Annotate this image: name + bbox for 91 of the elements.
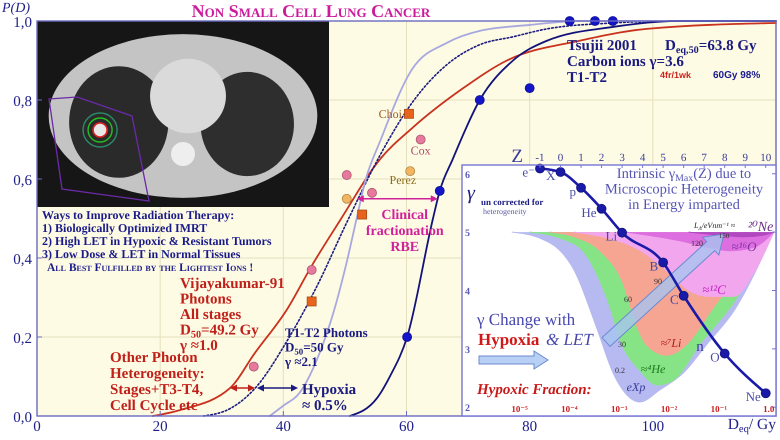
- y-tick-label: 0,8: [13, 94, 32, 110]
- x2-tick-label: 0: [558, 152, 564, 164]
- y-tick-label: 3: [465, 344, 470, 356]
- annotation: Perez: [390, 173, 416, 188]
- point: [342, 194, 352, 204]
- annotation: Vijayakumar-91 Photons All stages D$_{50}$=49.2 Gy γ ≈1.0: [179, 276, 285, 354]
- x2-tick-label: 10: [760, 152, 772, 164]
- annotation: eXp: [626, 380, 646, 394]
- y-tick-label: 0,2: [13, 331, 32, 347]
- x2-tick-label: 5: [660, 152, 666, 164]
- annotation: ≈¹⁶O: [732, 239, 758, 254]
- data-label: O: [710, 350, 720, 365]
- x-tick-label: 1.0: [763, 404, 775, 414]
- x2-tick-label: 2: [598, 152, 604, 164]
- data-label: e⁻: [522, 164, 535, 180]
- annotation: T1-T2 Photons D$_{50}$=50 Gy γ ≈2.1: [284, 325, 368, 369]
- x2-tick-label: 6: [680, 152, 687, 164]
- annotation: & LET: [546, 330, 594, 349]
- annotation: ≈¹²C: [702, 282, 726, 297]
- point: [474, 95, 485, 105]
- x-tick-label: 20: [152, 419, 168, 435]
- point: [248, 362, 259, 372]
- data-label: Li: [606, 228, 618, 244]
- x-tick-label: 80: [522, 419, 538, 435]
- annotation: Cox: [410, 144, 431, 158]
- annotation: 60: [624, 295, 632, 304]
- x-tick-label: 60: [399, 419, 414, 435]
- point: [405, 166, 416, 176]
- x2-tick-label: -1: [535, 152, 545, 164]
- y-tick-label: 4: [465, 286, 470, 298]
- point: [306, 296, 317, 306]
- y-tick-label: 0,4: [13, 252, 32, 268]
- x2-tick-label: 4: [640, 152, 646, 164]
- point: [306, 264, 317, 275]
- x2-tick-label: 7: [701, 152, 708, 164]
- x2-tick-label: 8: [722, 152, 728, 164]
- chart-title: Non Small Cell Lung Cancer: [192, 1, 431, 21]
- x-axis-title: D$_{eq}$/ Gy: [728, 416, 776, 436]
- annotation: 60Gy 98%: [713, 70, 760, 81]
- data-label: X: [546, 168, 556, 184]
- x-tick-label: 100: [642, 419, 664, 435]
- point: [342, 170, 352, 180]
- point: [524, 83, 535, 94]
- x2-axis-title: Z: [511, 146, 523, 167]
- annotation: 90: [654, 277, 662, 286]
- annotation: Intrinsic γ$_{Max}$(Z) due to Microscopic Heterogeneity in Energy imparted: [604, 166, 764, 213]
- annotation: Hypoxia: [478, 330, 540, 349]
- annotation: Ways to Improve Radiation Therapy: 1) Biologically Optimized IMRT 2) High LET in Hypoxic & Resistant Tumors 3) Low Dose & LET in Normal Tissues: [42, 208, 272, 261]
- annotation: All Best Fulfilled by the Lightest Ions !: [47, 262, 254, 274]
- x2-tick-label: 9: [742, 152, 748, 164]
- data-label: C: [670, 292, 679, 307]
- annotation: Hypoxia ≈ 0.5%: [302, 382, 357, 414]
- point: [434, 186, 445, 196]
- y-axis-title: γ: [467, 182, 476, 204]
- x2-tick-label: 3: [619, 152, 626, 164]
- y-tick-label: 0,0: [13, 410, 32, 426]
- data-label: B: [649, 258, 658, 274]
- annotation: ²⁰Ne: [748, 220, 774, 235]
- x2-tick-label: 1: [578, 152, 584, 164]
- annotation: γ Change with: [476, 310, 576, 329]
- y-tick-label: 5: [465, 228, 470, 240]
- x-tick-label: 10⁻⁴: [561, 404, 578, 414]
- data-label: p: [570, 184, 576, 199]
- y-tick-label: 1,0: [13, 15, 32, 31]
- x-tick-label: 10⁻²: [660, 404, 678, 414]
- annotation: heterogeneity: [483, 207, 527, 216]
- annotation: ≈⁴He: [640, 362, 666, 376]
- annotation: 120: [691, 239, 703, 248]
- point: [367, 188, 377, 198]
- annotation: 0.2: [615, 366, 625, 375]
- annotation: Choi: [378, 106, 403, 121]
- annotation: un corrected for: [481, 197, 544, 207]
- y-tick-label: 0,6: [13, 173, 32, 189]
- data-label: Ne: [746, 389, 761, 404]
- x-tick-label: 10⁻³: [610, 404, 628, 414]
- point: [404, 108, 414, 119]
- point: [402, 332, 412, 342]
- y-tick-label: 2: [465, 403, 470, 414]
- annotation: D$_{eq,50}$=63.8 Gy: [665, 38, 757, 56]
- y-tick-label: 6: [465, 170, 470, 181]
- annotation: 4fr/1wk: [660, 70, 692, 80]
- x-tick-label: 10⁻¹: [710, 404, 728, 414]
- y-axis-title: P(D): [1, 1, 30, 16]
- point: [416, 134, 426, 144]
- x-axis-title: Hypoxic Fraction:: [476, 382, 592, 398]
- x-tick-label: 10⁻⁵: [511, 404, 528, 414]
- point: [357, 210, 368, 220]
- x-tick-label: 40: [276, 419, 291, 435]
- annotation: ≈⁷Li: [660, 336, 682, 350]
- x-tick-label: 0: [33, 419, 41, 435]
- data-label: He: [581, 204, 597, 220]
